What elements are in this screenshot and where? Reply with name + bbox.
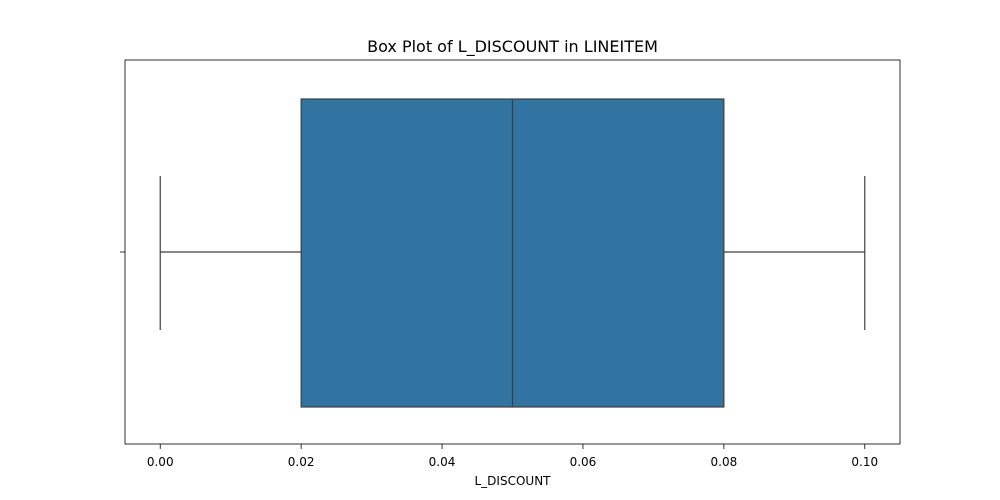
x-tick-label: 0.10: [851, 455, 878, 469]
x-tick-label: 0.00: [147, 455, 174, 469]
chart-title: Box Plot of L_DISCOUNT in LINEITEM: [367, 37, 658, 57]
x-axis-label: L_DISCOUNT: [475, 474, 552, 488]
x-tick-label: 0.08: [711, 455, 738, 469]
x-tick-label: 0.02: [288, 455, 315, 469]
x-tick-label: 0.06: [570, 455, 597, 469]
x-tick-label: 0.04: [429, 455, 456, 469]
x-axis-ticks: 0.00 0.02 0.04 0.06 0.08 0.10: [147, 444, 878, 469]
box-plot: [159, 98, 866, 408]
